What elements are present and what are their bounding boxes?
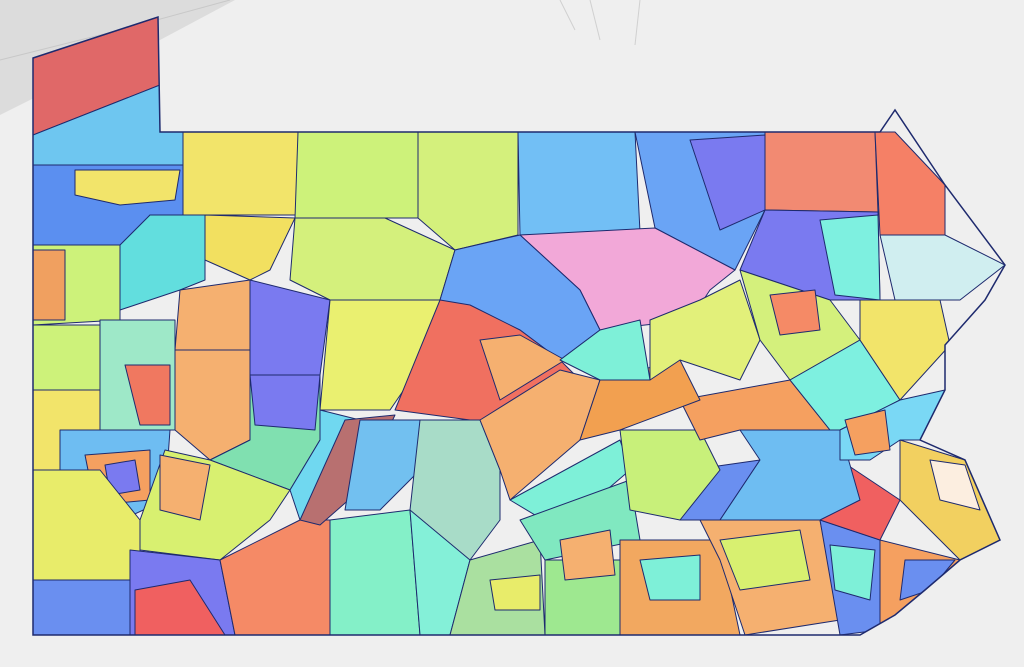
- river: [559, 0, 641, 46]
- county: [33, 579, 141, 635]
- county: [649, 279, 761, 381]
- county: [559, 529, 616, 581]
- county: [859, 299, 951, 401]
- county: [559, 319, 651, 381]
- county: [174, 279, 251, 351]
- county: [829, 544, 876, 601]
- counties: [33, 17, 1005, 635]
- county: [182, 131, 299, 216]
- county: [409, 509, 471, 635]
- county: [719, 529, 811, 591]
- county: [764, 131, 879, 213]
- county: [33, 324, 101, 391]
- county: [639, 554, 701, 601]
- county: [33, 249, 66, 321]
- county: [517, 131, 641, 236]
- county: [134, 579, 226, 635]
- county: [329, 509, 421, 635]
- county: [204, 214, 296, 281]
- county: [769, 289, 821, 336]
- state-outline: [32, 15, 1006, 636]
- county: [844, 409, 891, 456]
- county: [344, 419, 421, 511]
- county: [249, 374, 321, 431]
- county: [619, 429, 721, 521]
- county: [489, 574, 541, 611]
- county: [929, 459, 981, 511]
- county: [119, 214, 206, 311]
- county: [124, 364, 171, 426]
- county: [879, 234, 1005, 301]
- county: [679, 379, 831, 441]
- county: [874, 131, 946, 236]
- county: [159, 454, 211, 521]
- county: [294, 131, 419, 219]
- county: [74, 169, 181, 206]
